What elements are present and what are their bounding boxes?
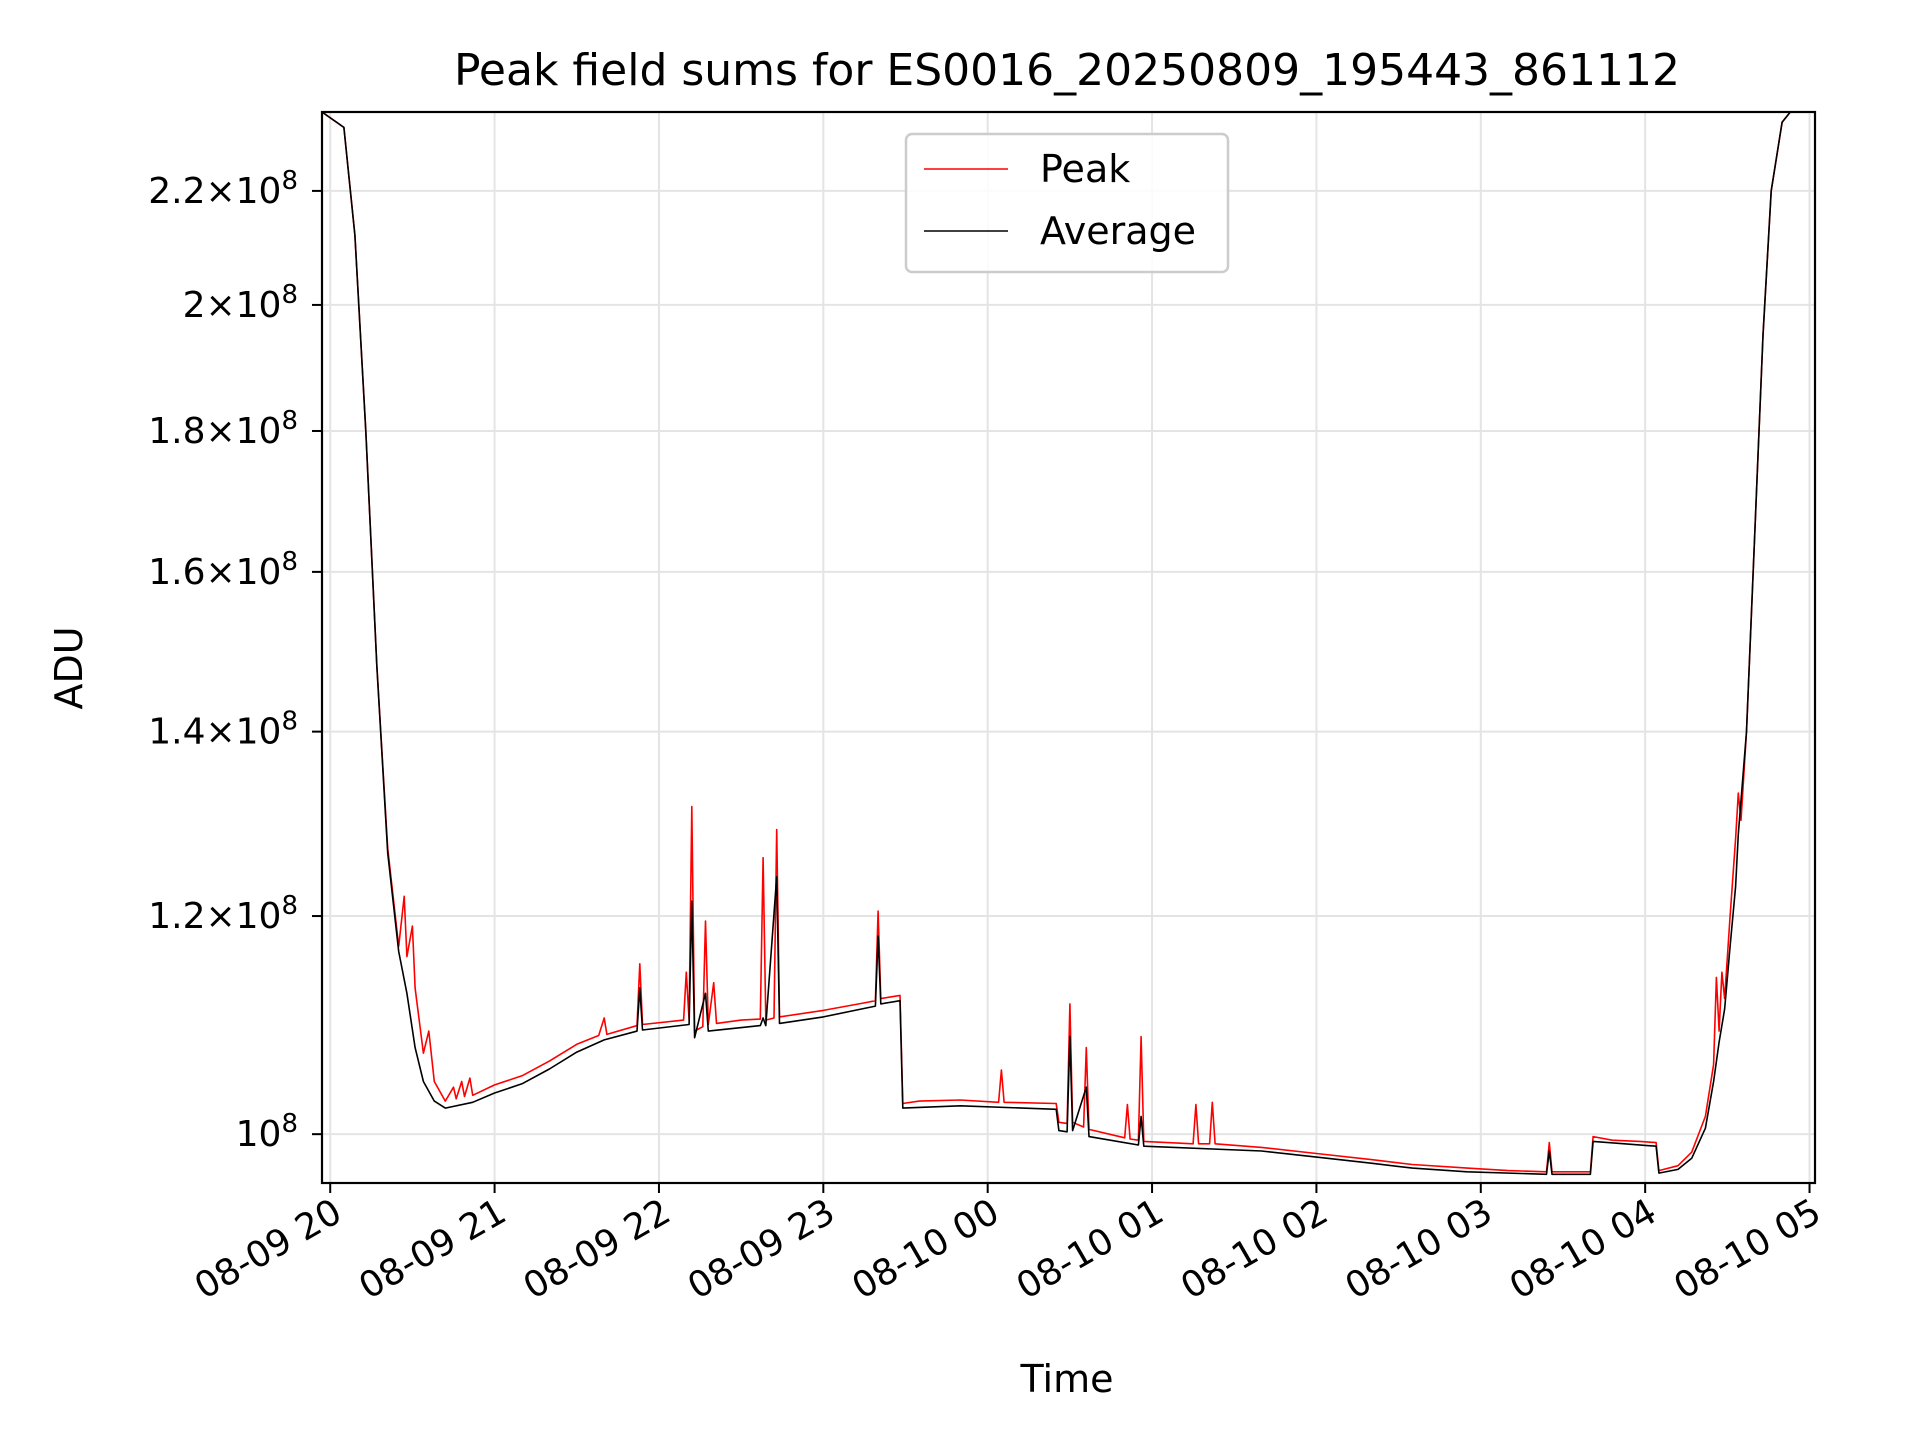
- series-line-average: [322, 112, 1815, 1176]
- y-axis-label: ADU: [47, 626, 91, 709]
- grid: [322, 112, 1815, 1183]
- y-tick-label: 108: [236, 1109, 298, 1155]
- plot-frame: [320, 110, 1817, 1185]
- legend: Peak Average: [904, 132, 1230, 274]
- y-tick-label: 1.8×108: [148, 406, 298, 452]
- chart-title: Peak field sums for ES0016_20250809_1954…: [454, 45, 1680, 96]
- y-tick-label: 1.2×108: [148, 891, 298, 937]
- x-axis-label: Time: [1020, 1357, 1114, 1401]
- y-tick-label: 1.4×108: [148, 707, 298, 753]
- y-tick-label: 2.2×108: [148, 166, 298, 212]
- legend-label-peak: Peak: [1040, 147, 1130, 191]
- series-layer: [322, 112, 1815, 1176]
- y-axis: 108 1.2×108 1.4×108 1.6×108 1.8×108 2×108 2.2×…: [148, 166, 322, 1155]
- legend-label-average: Average: [1040, 209, 1196, 253]
- y-tick-label: 2×108: [183, 280, 298, 326]
- series-line-peak: [322, 112, 1815, 1173]
- y-tick-label: 1.6×108: [148, 547, 298, 593]
